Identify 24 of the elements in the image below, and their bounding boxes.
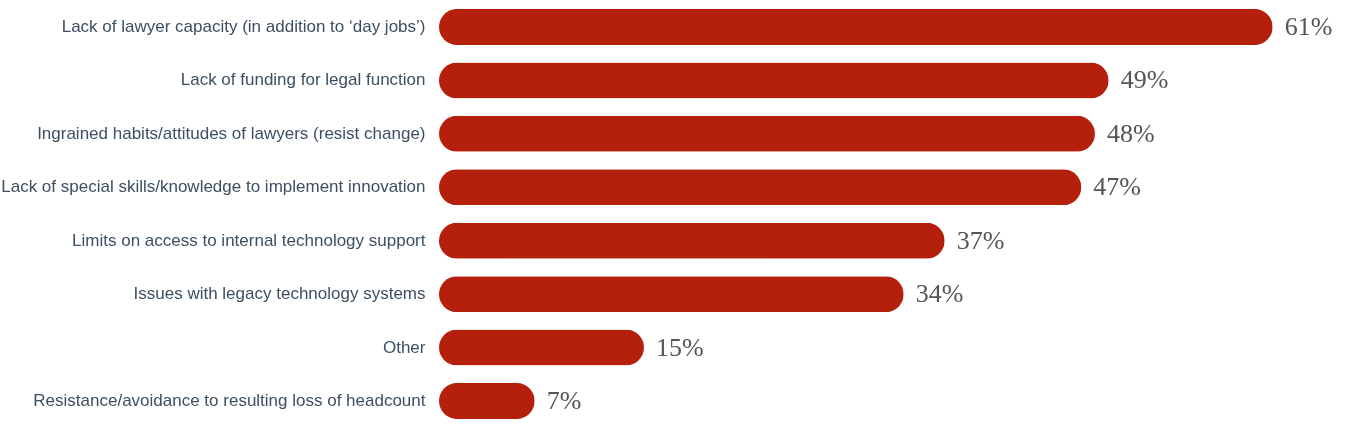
data-label: 37% [956, 225, 1005, 255]
y-tick-label: Lack of funding for legal function [180, 70, 426, 90]
bar [439, 115, 1095, 152]
data-label: 7% [546, 386, 582, 416]
y-tick-label: Lack of special skills/knowledge to implement innovation [1, 177, 426, 197]
data-label: 34% [915, 279, 964, 309]
bar [439, 8, 1273, 45]
y-tick-label: Other [382, 337, 426, 357]
y-tick-label: Issues with legacy technology systems [133, 284, 426, 304]
bar [439, 383, 535, 420]
data-label: 48% [1106, 118, 1155, 148]
bar [439, 276, 904, 313]
bar [439, 169, 1082, 206]
data-label: 47% [1093, 172, 1141, 202]
data-label: 15% [655, 332, 704, 362]
data-label: 49% [1120, 65, 1169, 95]
bar [439, 222, 945, 259]
bar [439, 329, 644, 366]
y-tick-label: Ingrained habits/attitudes of lawyers (resist change) [37, 123, 426, 143]
y-tick-label: Resistance/avoidance to resulting loss of headcount [33, 391, 426, 411]
data-label: 61% [1284, 11, 1333, 41]
y-tick-label: Limits on access to internal technology support [72, 230, 426, 250]
bar [439, 62, 1109, 99]
y-tick-label: Lack of lawyer capacity (in addition to ‘day jobs’) [61, 16, 426, 36]
